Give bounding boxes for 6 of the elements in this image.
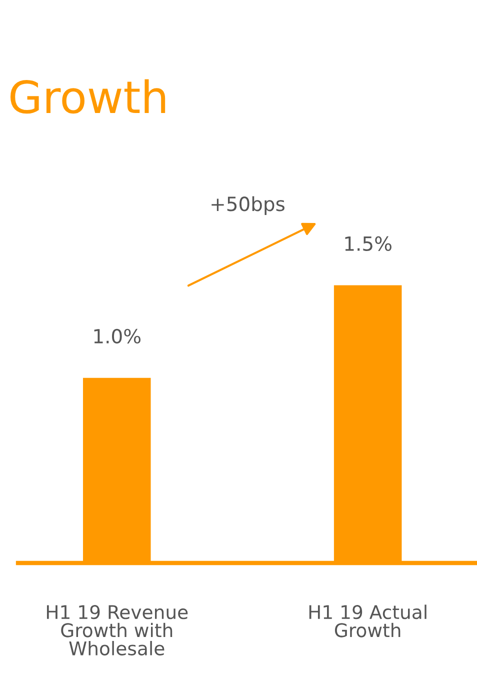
text: +50bps: [212, 196, 284, 216]
x-tick-label: H1 19 Revenue Growth with Wholesale: [46, 605, 188, 656]
x-tick-label: H1 19 Actual Growth: [309, 604, 426, 638]
data-label: 1.5%: [345, 236, 392, 251]
chart-title: Growth: [10, 79, 166, 114]
data-label: 1.0%: [94, 328, 141, 344]
